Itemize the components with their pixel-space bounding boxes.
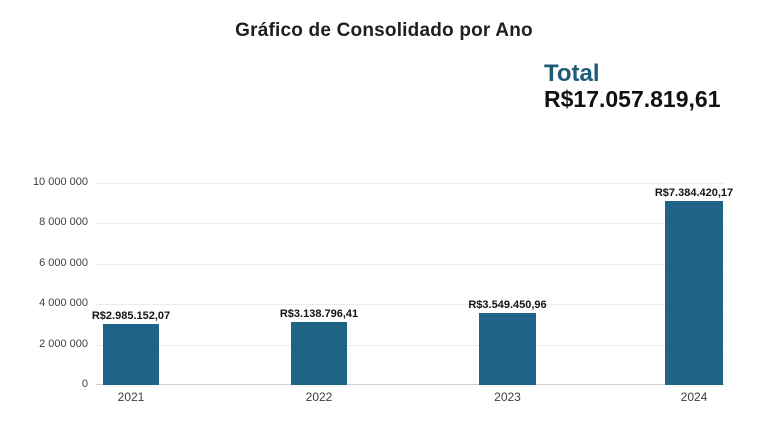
- y-axis-tick-label: 6 000 000: [39, 257, 88, 269]
- gridline-4m: [96, 304, 724, 305]
- gridline-2m: [96, 345, 724, 346]
- x-axis-label-2023: 2023: [494, 390, 521, 404]
- bar-2022: R$3.138.796,41 2022: [280, 308, 358, 404]
- y-axis-tick-label: 0: [81, 378, 88, 390]
- bar-value-label-2023: R$3.549.450,96: [468, 299, 547, 311]
- y-axis-tick-label: 2 000 000: [39, 338, 88, 350]
- bar-2024: R$7.384.420,17 2024: [655, 187, 733, 404]
- x-axis-line: [96, 384, 724, 385]
- total-label: Total: [544, 60, 600, 87]
- gridline-10m: [96, 183, 724, 184]
- x-axis-label-2024: 2024: [680, 390, 708, 404]
- bar-value-label-2021: R$2.985.152,07: [91, 310, 171, 322]
- gridline-6m: [96, 264, 724, 265]
- bar-2021: R$2.985.152,07 2021: [92, 310, 170, 404]
- bar-value-label-2024: R$7.384.420,17: [654, 187, 734, 199]
- y-axis-tick-label: 4 000 000: [39, 297, 88, 309]
- bar-2023: R$3.549.450,96 2023: [468, 299, 546, 404]
- x-axis-label-2022: 2022: [305, 390, 333, 404]
- total-summary: Total R$17.057.819,61: [544, 61, 721, 112]
- total-value: R$17.057.819,61: [544, 86, 721, 112]
- gridline-8m: [96, 223, 724, 224]
- chart-title: Gráfico de Consolidado por Ano: [235, 20, 533, 41]
- bar-value-label-2022: R$3.138.796,41: [279, 308, 359, 320]
- y-axis-tick-label: 10 000 000: [32, 176, 88, 188]
- plot-area: R$2.985.152,07 2021 R$3.138.796,41 2022 …: [92, 183, 733, 404]
- y-axis-tick-label: 8 000 000: [39, 216, 88, 228]
- x-axis-label-2021: 2021: [117, 390, 145, 404]
